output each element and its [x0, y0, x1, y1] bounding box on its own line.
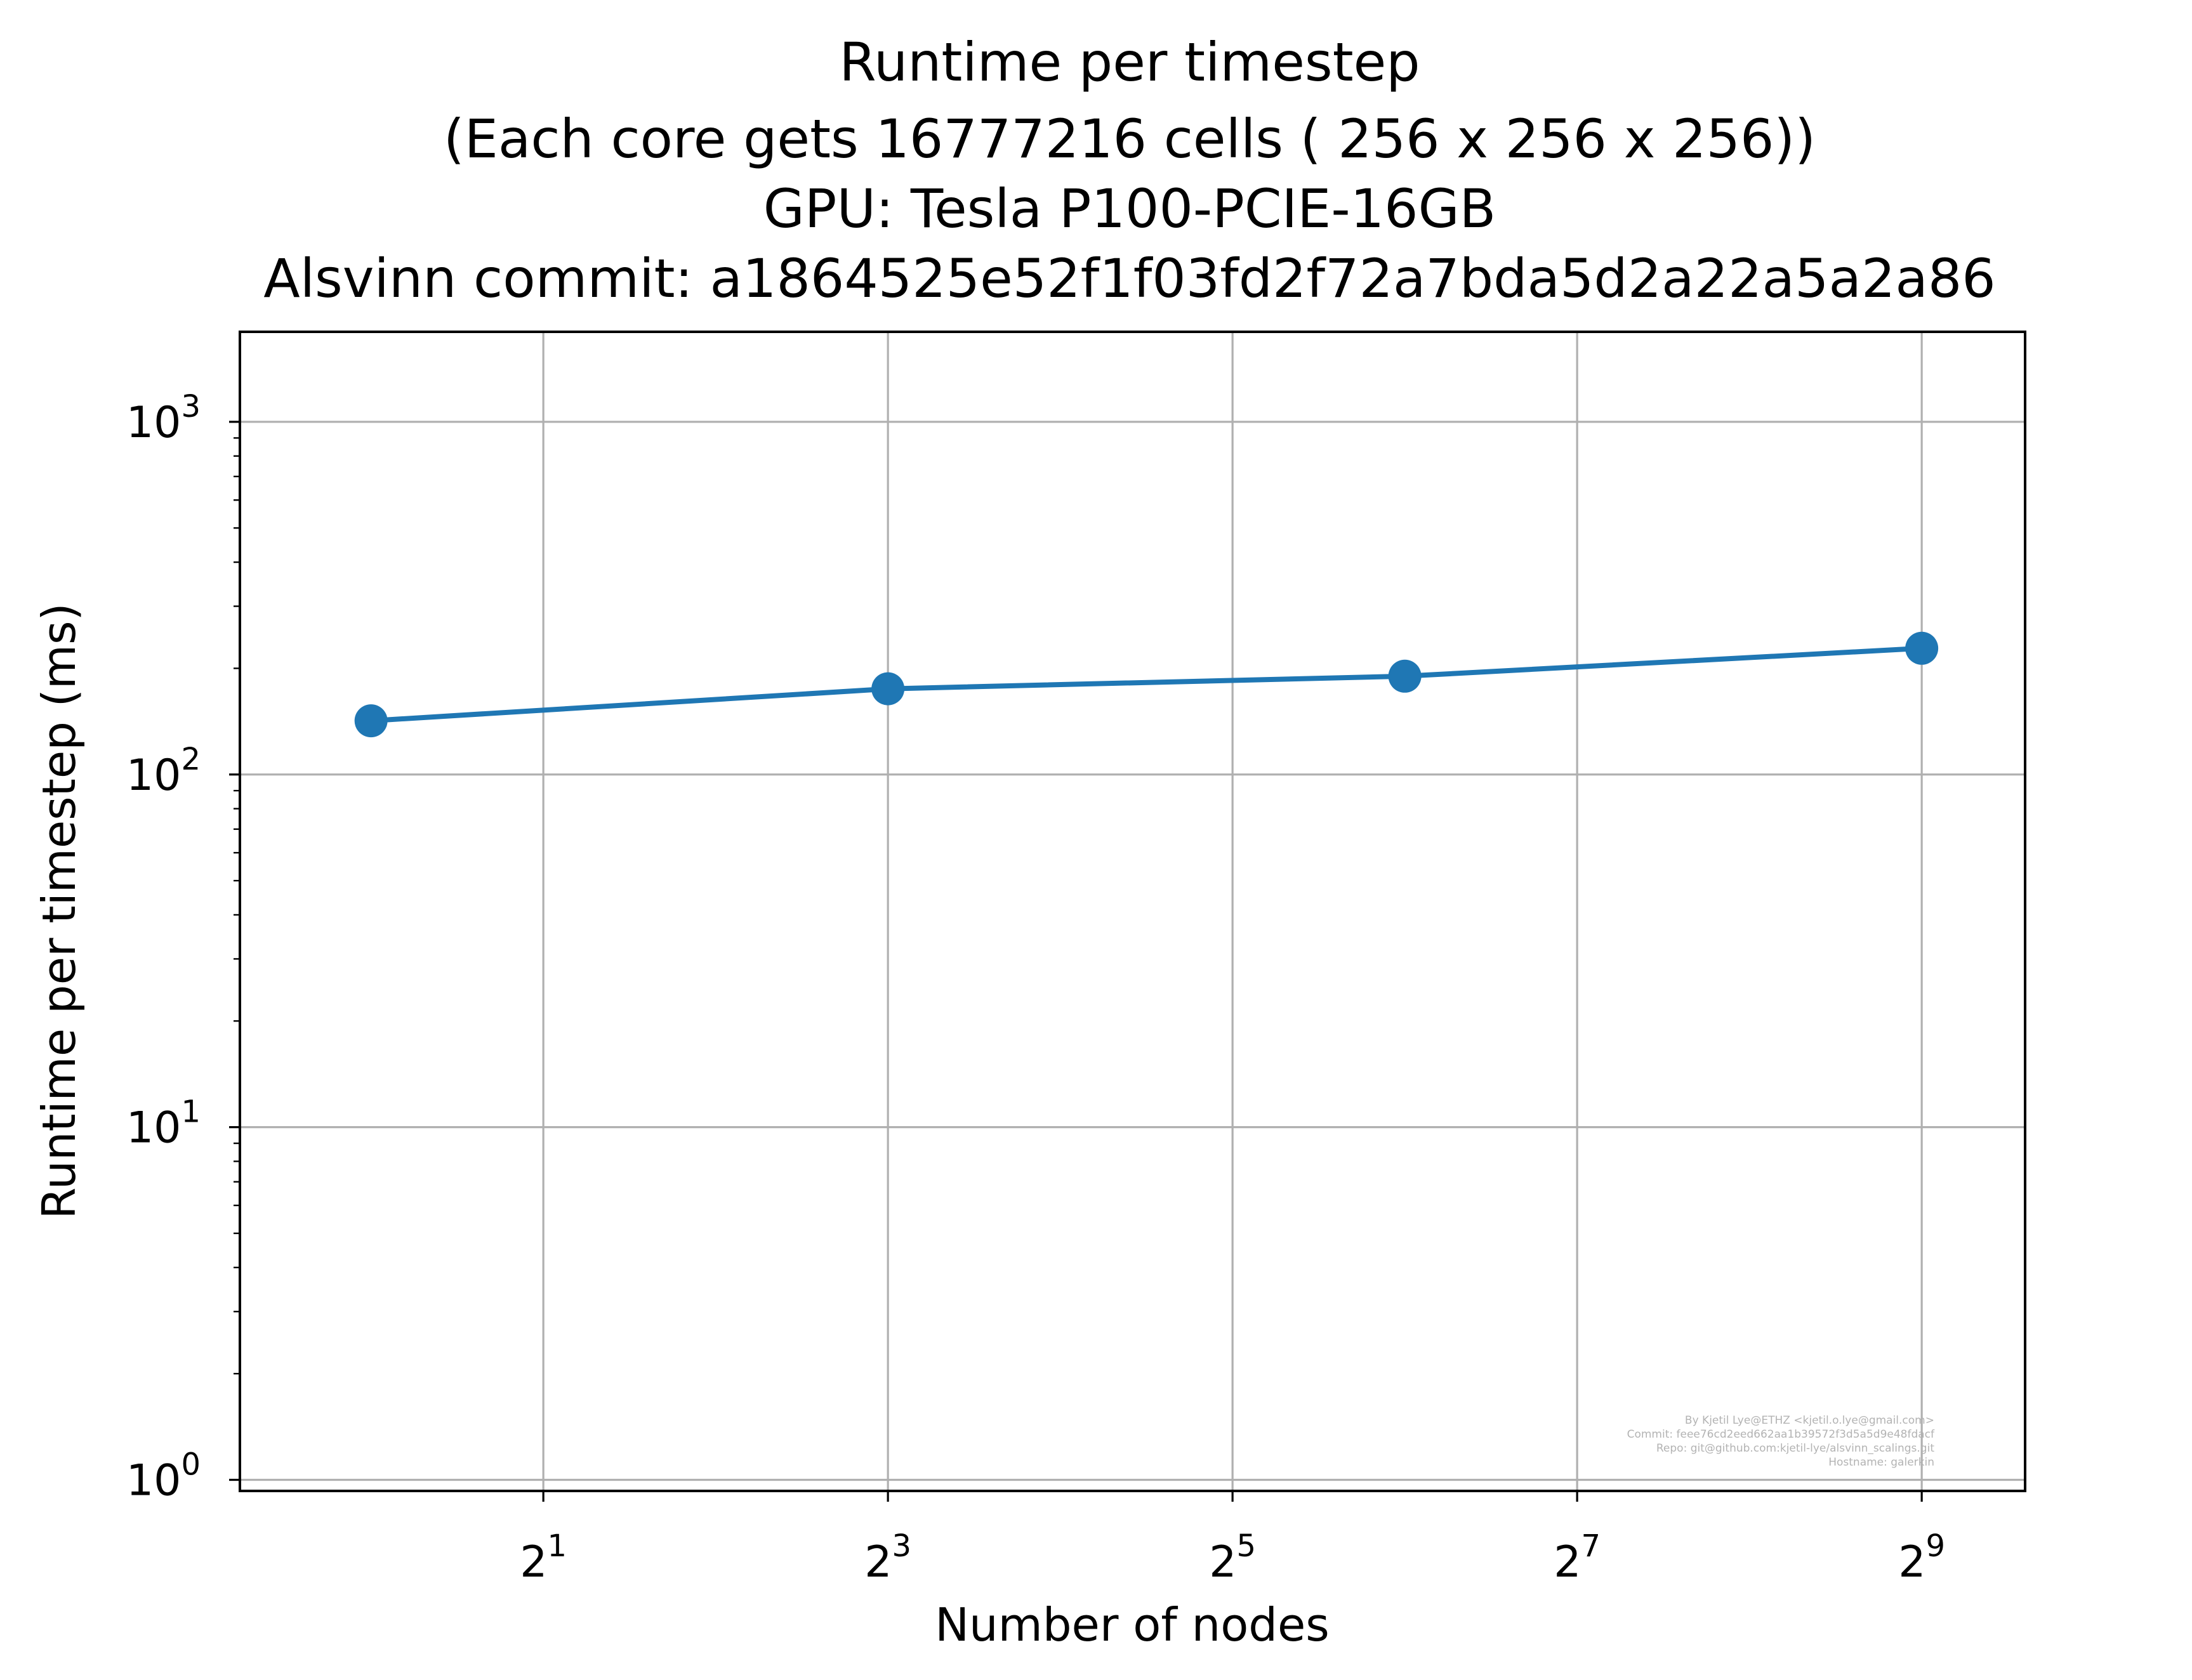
- watermark-line-1: By Kjetil Lye@ETHZ <kjetil.o.lye@gmail.c…: [1685, 1414, 1934, 1427]
- grid: [240, 332, 2025, 1491]
- data-point: [1905, 631, 1939, 665]
- data-point: [354, 704, 388, 738]
- x-tick-label: 27: [1554, 1528, 1601, 1587]
- title-line-4: Alsvinn commit: a1864525e52f1f03fd2f72a7…: [263, 247, 1996, 310]
- y-axis-ticks: 100 101 102 103: [126, 389, 240, 1506]
- title-line-3: GPU: Tesla P100-PCIE-16GB: [763, 178, 1496, 240]
- title-line-2: (Each core gets 16777216 cells ( 256 x 2…: [444, 108, 1816, 170]
- watermark-line-4: Hostname: galerkin: [1828, 1456, 1934, 1469]
- x-tick-label: 29: [1898, 1528, 1945, 1587]
- y-tick-label: 100: [126, 1447, 201, 1506]
- plot-frame: [239, 331, 2026, 1492]
- x-tick-label: 25: [1209, 1528, 1256, 1587]
- series-line: [371, 645, 1922, 724]
- watermark-line-2: Commit: feee76cd2eed662aa1b39572f3d5a5d9…: [1627, 1428, 1935, 1441]
- x-axis-label: Number of nodes: [935, 1598, 1330, 1651]
- y-tick-label: 102: [126, 742, 201, 801]
- x-tick-label: 21: [520, 1528, 567, 1587]
- y-tick-label: 101: [126, 1094, 201, 1153]
- title-line-1: Runtime per timestep: [839, 31, 1420, 93]
- data-series: [354, 631, 1939, 738]
- y-axis-label: Runtime per timestep (ms): [32, 603, 86, 1219]
- watermark-line-3: Repo: git@github.com:kjetil-lye/alsvinn_…: [1656, 1442, 1934, 1455]
- x-axis-ticks: 21 23 25 27 29: [520, 1491, 1945, 1587]
- y-tick-label: 103: [126, 389, 201, 448]
- chart-title: Runtime per timestep (Each core gets 167…: [263, 31, 1996, 310]
- data-point: [1388, 659, 1422, 693]
- watermark: By Kjetil Lye@ETHZ <kjetil.o.lye@gmail.c…: [1627, 1414, 1935, 1469]
- data-point: [871, 672, 905, 705]
- x-tick-label: 23: [864, 1528, 911, 1587]
